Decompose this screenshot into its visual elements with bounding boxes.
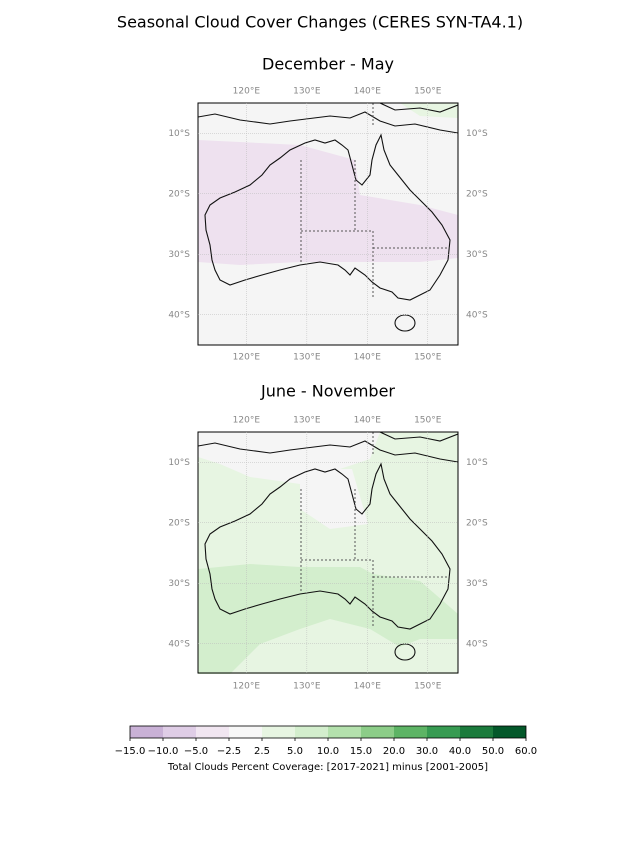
x-tick-label: 140°E <box>354 353 382 363</box>
map-panel <box>198 432 458 674</box>
y-tick-label: 30°S <box>168 250 190 260</box>
colorbar-tick-label: −2.5 <box>217 746 241 757</box>
colorbar-tick-label: 60.0 <box>515 746 537 757</box>
x-tick-label: 130°E <box>293 416 321 426</box>
map-frame <box>197 102 459 346</box>
y-tick-label: 30°S <box>168 579 190 589</box>
y-tick-label: 40°S <box>466 639 488 649</box>
x-tick-label: 120°E <box>233 416 261 426</box>
colorbar-tick-label: 2.5 <box>254 746 270 757</box>
y-tick-label: 10°S <box>466 458 488 468</box>
colorbar-tick-label: 50.0 <box>482 746 504 757</box>
y-tick-label: 40°S <box>168 310 190 320</box>
colorbar-tick-label: −5.0 <box>184 746 208 757</box>
y-tick-label: 40°S <box>466 310 488 320</box>
y-tick-label: 20°S <box>466 189 488 199</box>
x-tick-label: 140°E <box>354 682 382 692</box>
colorbar-label: Total Clouds Percent Coverage: [2017-202… <box>167 762 488 773</box>
colorbar-bin <box>130 726 163 738</box>
colorbar-tick-label: 5.0 <box>287 746 303 757</box>
chart-title: Seasonal Cloud Cover Changes (CERES SYN-… <box>117 13 523 32</box>
colorbar-bin <box>163 726 196 738</box>
x-tick-label: 140°E <box>354 416 382 426</box>
colorbar-bin <box>262 726 295 738</box>
x-tick-label: 140°E <box>354 87 382 97</box>
y-tick-label: 40°S <box>168 639 190 649</box>
x-tick-label: 130°E <box>293 682 321 692</box>
colorbar-tick-label: −10.0 <box>148 746 179 757</box>
colorbar-bin <box>196 726 229 738</box>
colorbar-tick-label: 15.0 <box>350 746 372 757</box>
colorbar-bin <box>493 726 526 738</box>
colorbar-bin <box>460 726 493 738</box>
x-tick-label: 120°E <box>233 682 261 692</box>
x-tick-label: 120°E <box>233 353 261 363</box>
x-tick-label: 130°E <box>293 353 321 363</box>
y-tick-label: 30°S <box>466 579 488 589</box>
colorbar-tick-label: 30.0 <box>416 746 438 757</box>
y-tick-label: 20°S <box>168 518 190 528</box>
colorbar-bin <box>229 726 262 738</box>
colorbar-tick-label: 10.0 <box>317 746 339 757</box>
colorbar-bin <box>394 726 427 738</box>
colorbar-tick-label: 20.0 <box>383 746 405 757</box>
x-tick-label: 150°E <box>414 87 442 97</box>
x-tick-label: 120°E <box>233 87 261 97</box>
colorbar-tick-label: 40.0 <box>449 746 471 757</box>
map-panel <box>198 103 458 345</box>
panel-title: December - May <box>262 55 394 74</box>
panel-title: June - November <box>260 382 395 401</box>
x-tick-label: 150°E <box>414 682 442 692</box>
map-frame <box>197 431 459 674</box>
x-tick-label: 150°E <box>414 416 442 426</box>
y-tick-label: 30°S <box>466 250 488 260</box>
y-tick-label: 10°S <box>168 458 190 468</box>
colorbar-bin <box>427 726 460 738</box>
colorbar-bin <box>328 726 361 738</box>
y-tick-label: 20°S <box>168 189 190 199</box>
x-tick-label: 150°E <box>414 353 442 363</box>
colorbar-bin <box>295 726 328 738</box>
y-tick-label: 10°S <box>466 129 488 139</box>
y-tick-label: 10°S <box>168 129 190 139</box>
colorbar-tick-label: −15.0 <box>115 746 146 757</box>
x-tick-label: 130°E <box>293 87 321 97</box>
colorbar-bin <box>361 726 394 738</box>
y-tick-label: 20°S <box>466 518 488 528</box>
